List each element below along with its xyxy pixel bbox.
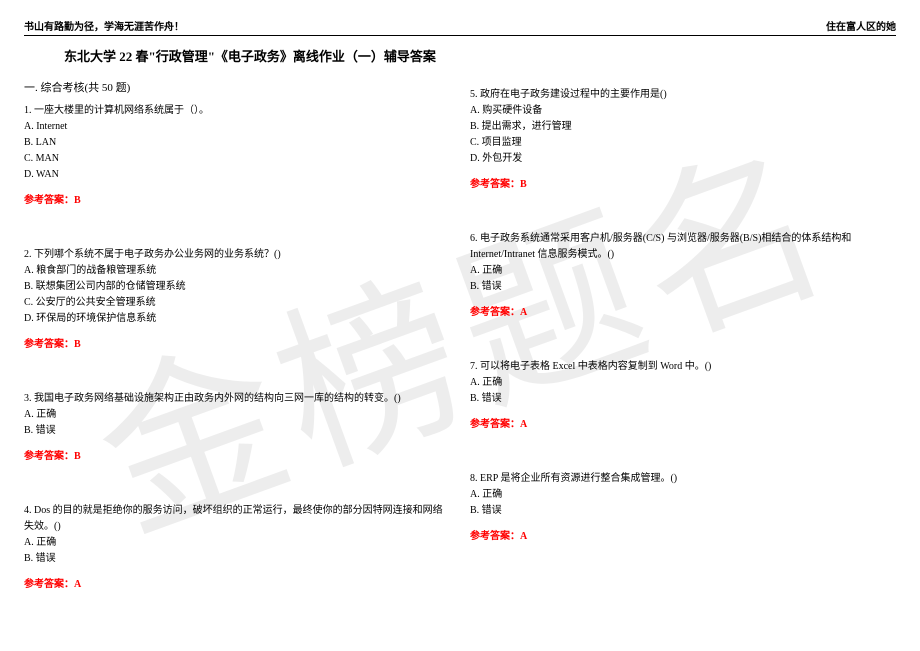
question-option: C. 项目监理 (470, 135, 896, 151)
question-8: 8. ERP 是将企业所有资源进行整合集成管理。() A. 正确 B. 错误 参… (470, 471, 896, 545)
answer-text: 参考答案：A (470, 305, 896, 321)
question-text: 3. 我国电子政务网络基础设施架构正由政务内外网的结构向三网一库的结构的转变。(… (24, 391, 450, 407)
question-7: 7. 可以将电子表格 Excel 中表格内容复制到 Word 中。() A. 正… (470, 359, 896, 433)
answer-text: 参考答案：A (24, 577, 450, 593)
question-option: C. 公安厅的公共安全管理系统 (24, 295, 450, 311)
header-right-text: 住在富人区的她 (826, 18, 896, 33)
question-option: C. MAN (24, 151, 450, 167)
header-divider (24, 35, 896, 36)
question-3: 3. 我国电子政务网络基础设施架构正由政务内外网的结构向三网一库的结构的转变。(… (24, 391, 450, 465)
question-option: B. 联想集团公司内部的仓储管理系统 (24, 279, 450, 295)
content-columns: 一. 综合考核(共 50 题) 1. 一座大楼里的计算机网络系统属于（）。 A.… (24, 79, 896, 593)
question-2: 2. 下列哪个系统不属于电子政务办公业务网的业务系统？() A. 粮食部门的战备… (24, 247, 450, 353)
question-option: B. 错误 (470, 503, 896, 519)
question-option: B. 错误 (470, 391, 896, 407)
question-option: A. 粮食部门的战备粮管理系统 (24, 263, 450, 279)
document-title: 东北大学 22 春"行政管理"《电子政务》离线作业（一）辅导答案 (64, 46, 896, 65)
question-option: A. 购买硬件设备 (470, 103, 896, 119)
question-option: A. 正确 (470, 375, 896, 391)
answer-text: 参考答案：B (470, 177, 896, 193)
section-title: 一. 综合考核(共 50 题) (24, 79, 450, 95)
question-text: 5. 政府在电子政务建设过程中的主要作用是() (470, 87, 896, 103)
answer-text: 参考答案：B (24, 449, 450, 465)
question-5: 5. 政府在电子政务建设过程中的主要作用是() A. 购买硬件设备 B. 提出需… (470, 87, 896, 193)
question-option: A. 正确 (24, 407, 450, 423)
question-option: A. 正确 (470, 487, 896, 503)
page-header: 书山有路勤为径，学海无涯苦作舟！ 住在富人区的她 (24, 18, 896, 33)
question-option: B. LAN (24, 135, 450, 151)
question-text: 6. 电子政务系统通常采用客户机/服务器(C/S) 与浏览器/服务器(B/S)相… (470, 231, 896, 263)
right-column: 5. 政府在电子政务建设过程中的主要作用是() A. 购买硬件设备 B. 提出需… (470, 79, 896, 593)
question-1: 1. 一座大楼里的计算机网络系统属于（）。 A. Internet B. LAN… (24, 103, 450, 209)
question-option: D. 环保局的环境保护信息系统 (24, 311, 450, 327)
question-6: 6. 电子政务系统通常采用客户机/服务器(C/S) 与浏览器/服务器(B/S)相… (470, 231, 896, 321)
answer-text: 参考答案：A (470, 529, 896, 545)
left-column: 一. 综合考核(共 50 题) 1. 一座大楼里的计算机网络系统属于（）。 A.… (24, 79, 450, 593)
question-text: 1. 一座大楼里的计算机网络系统属于（）。 (24, 103, 450, 119)
question-option: B. 错误 (24, 423, 450, 439)
question-option: D. 外包开发 (470, 151, 896, 167)
question-option: B. 错误 (470, 279, 896, 295)
answer-text: 参考答案：B (24, 193, 450, 209)
question-option: A. 正确 (470, 263, 896, 279)
question-text: 2. 下列哪个系统不属于电子政务办公业务网的业务系统？() (24, 247, 450, 263)
question-option: A. Internet (24, 119, 450, 135)
question-text: 4. Dos 的目的就是拒绝你的服务访问，破坏组织的正常运行，最终使你的部分因特… (24, 503, 450, 535)
question-text: 7. 可以将电子表格 Excel 中表格内容复制到 Word 中。() (470, 359, 896, 375)
question-option: A. 正确 (24, 535, 450, 551)
header-left-text: 书山有路勤为径，学海无涯苦作舟！ (24, 18, 184, 33)
question-text: 8. ERP 是将企业所有资源进行整合集成管理。() (470, 471, 896, 487)
question-4: 4. Dos 的目的就是拒绝你的服务访问，破坏组织的正常运行，最终使你的部分因特… (24, 503, 450, 593)
question-option: D. WAN (24, 167, 450, 183)
answer-text: 参考答案：B (24, 337, 450, 353)
question-option: B. 错误 (24, 551, 450, 567)
answer-text: 参考答案：A (470, 417, 896, 433)
page-container: 书山有路勤为径，学海无涯苦作舟！ 住在富人区的她 东北大学 22 春"行政管理"… (0, 0, 920, 603)
question-option: B. 提出需求，进行管理 (470, 119, 896, 135)
